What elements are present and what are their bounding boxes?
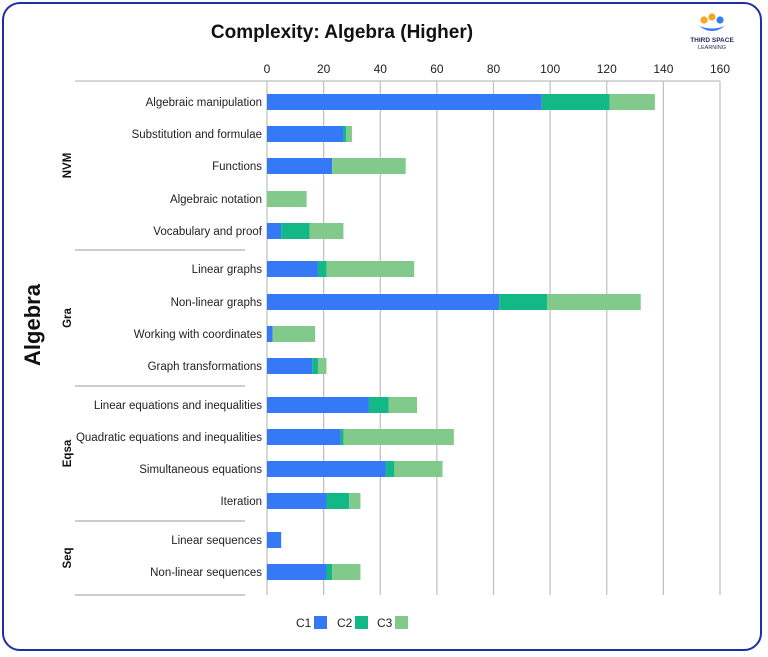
bar-c1-working-with-coordinates	[267, 326, 273, 342]
bar-c3-algebraic-manipulation	[609, 94, 655, 110]
third-space-learning-logo: THIRD SPACE LEARNING	[690, 13, 734, 51]
bar-c3-non-linear-sequences	[332, 564, 361, 580]
bar-c3-vocabulary-and-proof	[309, 223, 344, 239]
chart-title: Complexity: Algebra (Higher)	[211, 22, 473, 43]
logo-dot-left	[700, 16, 708, 24]
bar-c1-iteration	[267, 493, 327, 509]
legend-label-c1: C1	[296, 616, 312, 630]
logo-swoosh	[699, 26, 725, 31]
category-label: Working with coordinates	[134, 329, 263, 341]
bar-c1-linear-equations-and-inequalities	[267, 397, 369, 413]
bar-c1-vocabulary-and-proof	[267, 223, 282, 239]
bar-c3-substitution-and-formulae	[346, 126, 352, 142]
bar-c1-non-linear-graphs	[267, 294, 500, 310]
plot-area: 0 20 40 60 80 100 120 140 160 NVM Algebraic manipu…	[62, 62, 730, 596]
category-label: Substitution and formulae	[132, 129, 262, 141]
category-label: Linear equations and inequalities	[94, 400, 262, 412]
category-label: Algebraic manipulation	[146, 97, 262, 109]
chart-frame	[2, 2, 762, 651]
bar-c3-graph-transformations	[317, 358, 327, 374]
bar-c2-vocabulary-and-proof	[281, 223, 310, 239]
x-tick-label: 80	[487, 62, 501, 76]
bar-c2-non-linear-graphs	[499, 294, 548, 310]
x-tick-label: 60	[430, 62, 444, 76]
bar-c1-simultaneous-equations	[267, 461, 386, 477]
category-label: Functions	[212, 161, 262, 173]
legend-swatch-c1	[314, 616, 327, 629]
bar-c1-graph-transformations	[267, 358, 313, 374]
logo-dot-center	[708, 13, 716, 21]
bar-c3-linear-equations-and-inequalities	[388, 397, 418, 413]
x-tick-label: 100	[540, 62, 560, 76]
legend-swatch-c2	[355, 616, 368, 629]
x-tick-label: 20	[317, 62, 331, 76]
bar-c3-quadratic-equations-and-inequalities	[343, 429, 454, 445]
bar-c2-linear-graphs	[317, 261, 327, 277]
category-label: Graph transformations	[148, 361, 263, 373]
bar-c2-iteration	[326, 493, 350, 509]
category-label: Quadratic equations and inequalities	[76, 432, 262, 444]
bar-c3-iteration	[349, 493, 361, 509]
bar-c2-substitution-and-formulae	[343, 126, 347, 142]
legend-label-c2: C2	[337, 616, 353, 630]
logo-text-line2: LEARNING	[698, 45, 726, 51]
category-label: Non-linear graphs	[171, 297, 263, 309]
bar-c1-linear-sequences	[267, 532, 282, 548]
category-label: Vocabulary and proof	[153, 226, 262, 238]
bar-c2-algebraic-manipulation	[541, 94, 610, 110]
bar-c1-linear-graphs	[267, 261, 318, 277]
bar-c3-non-linear-graphs	[547, 294, 641, 310]
bar-c2-simultaneous-equations	[385, 461, 395, 477]
legend-swatch-c3	[395, 616, 408, 629]
group-label-nvm: NVM	[62, 153, 74, 179]
bar-c1-functions	[267, 158, 333, 174]
bar-c1-quadratic-equations-and-inequalities	[267, 429, 341, 445]
category-label: Linear sequences	[171, 535, 262, 547]
legend: C1 C2 C3	[296, 616, 408, 630]
x-tick-label: 160	[710, 62, 730, 76]
bar-c3-algebraic-notation	[267, 191, 307, 207]
side-title: Algebra	[20, 283, 45, 366]
bar-c1-algebraic-manipulation	[267, 94, 542, 110]
bar-c3-functions	[332, 158, 406, 174]
category-label: Non-linear sequences	[150, 567, 262, 579]
category-label: Algebraic notation	[170, 194, 262, 206]
bar-c3-simultaneous-equations	[394, 461, 443, 477]
x-tick-label: 120	[597, 62, 617, 76]
bar-c3-working-with-coordinates	[272, 326, 316, 342]
category-label: Linear graphs	[192, 264, 263, 276]
x-tick-label: 40	[374, 62, 388, 76]
bar-c2-non-linear-sequences	[326, 564, 333, 580]
group-label-gra: Gra	[62, 307, 74, 327]
bar-c2-linear-equations-and-inequalities	[368, 397, 389, 413]
logo-dot-right	[716, 16, 724, 24]
bar-c1-substitution-and-formulae	[267, 126, 344, 142]
x-tick-label: 140	[653, 62, 673, 76]
category-label: Iteration	[220, 496, 262, 508]
logo-text-line1: THIRD SPACE	[690, 37, 734, 44]
bar-c2-graph-transformations	[312, 358, 318, 374]
legend-label-c3: C3	[377, 616, 393, 630]
bar-c1-non-linear-sequences	[267, 564, 327, 580]
group-label-seq: Seq	[62, 547, 74, 568]
group-label-eqsa: Eqsa	[62, 439, 74, 467]
category-label: Simultaneous equations	[139, 464, 262, 476]
bar-c3-linear-graphs	[326, 261, 415, 277]
x-tick-label: 0	[264, 62, 271, 76]
bar-c2-quadratic-equations-and-inequalities	[340, 429, 344, 445]
